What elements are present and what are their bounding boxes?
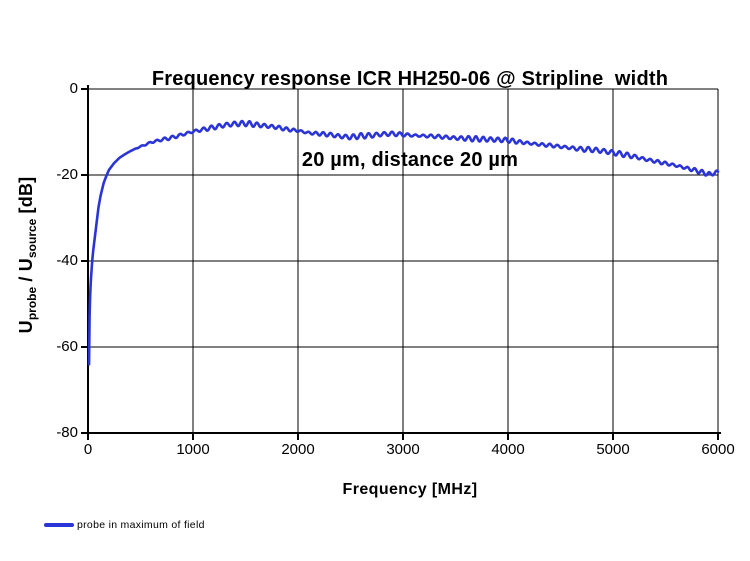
legend-label: probe in maximum of field (77, 519, 205, 531)
legend: probe in maximum of field (44, 517, 205, 533)
chart-title-line-1: Frequency response ICR HH250-06 @ Stripl… (151, 68, 669, 90)
y-axis-title-part: / U (16, 258, 36, 287)
x-axis-title: Frequency [MHz] (342, 481, 478, 498)
y-axis-title-part: probe (25, 286, 39, 321)
chart-title: Frequency response ICR HH250-06 @ Stripl… (90, 12, 730, 228)
series-line (87, 119, 720, 366)
y-axis-title-part: [dB] (16, 176, 36, 219)
chart-title-line-2: 20 µm, distance 20 µm (301, 149, 519, 171)
y-axis-title: Uprobe / Usource [dB] (6, 130, 46, 380)
legend-line-swatch (44, 523, 74, 527)
y-axis-title-part: U (16, 320, 36, 334)
y-axis-title-part: source (25, 218, 39, 258)
